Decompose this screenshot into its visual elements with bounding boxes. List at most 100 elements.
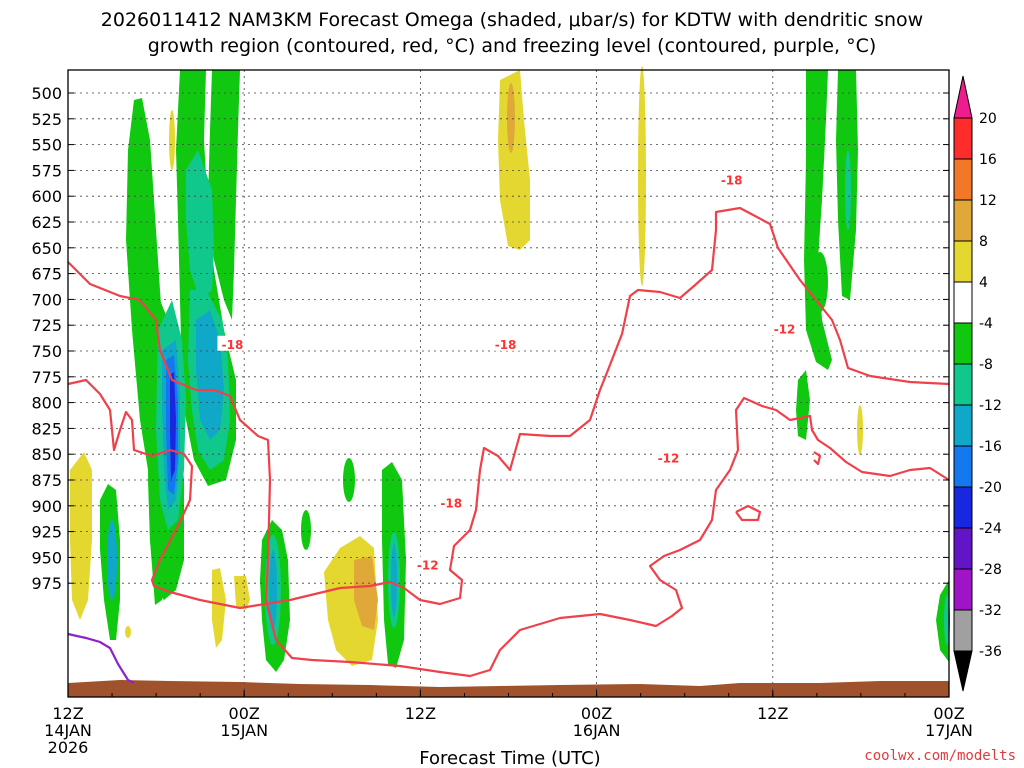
omega-area bbox=[354, 556, 378, 630]
omega-area bbox=[125, 626, 131, 638]
omega-area bbox=[169, 110, 175, 170]
colorbar-level-label: -16 bbox=[979, 439, 1002, 455]
colorbar-level-label: -20 bbox=[979, 480, 1002, 496]
y-tick-label: 625 bbox=[31, 213, 62, 232]
isotherm-contour-red bbox=[67, 261, 950, 678]
colorbar-level-label: -8 bbox=[979, 357, 993, 373]
omega-area bbox=[391, 544, 397, 616]
omega-area bbox=[208, 70, 240, 320]
omega-area bbox=[498, 70, 530, 250]
freezing-level-contour bbox=[67, 632, 135, 684]
omega-area bbox=[234, 576, 250, 610]
omega-area bbox=[212, 568, 226, 648]
isotherm-label-bg bbox=[217, 335, 248, 351]
x-tick-date: 15JAN bbox=[220, 721, 268, 740]
y-tick-label: 575 bbox=[31, 161, 62, 180]
isotherm-label: -12 bbox=[417, 559, 439, 573]
colorbar-segment bbox=[953, 281, 973, 324]
x-tick-time: 00Z bbox=[581, 704, 612, 723]
isotherm-label-bg bbox=[490, 335, 521, 351]
colorbar-level-label: 8 bbox=[979, 234, 988, 250]
terrain-ground bbox=[68, 680, 949, 697]
x-tick-year: 2026 bbox=[48, 738, 89, 757]
colorbar-level-label: 16 bbox=[979, 152, 997, 168]
colorbar-level-label: 20 bbox=[979, 111, 997, 127]
isotherm-label-bg bbox=[436, 494, 467, 510]
pressure-axis: 500 525 550 575 600 625 650 675 700 725 750 775 800 8… bbox=[31, 84, 949, 593]
y-tick-label: 725 bbox=[31, 316, 62, 335]
isotherm-label: -18 bbox=[721, 174, 743, 188]
x-tick-date: 14JAN bbox=[44, 721, 92, 740]
x-tick-date: 16JAN bbox=[573, 721, 621, 740]
omega-area bbox=[796, 370, 810, 440]
colorbar-level-label: -36 bbox=[979, 644, 1002, 660]
isotherm-label: -12 bbox=[774, 322, 796, 336]
x-tick-date: 17JAN bbox=[925, 721, 973, 740]
y-tick-label: 525 bbox=[31, 110, 62, 129]
isotherm-labels: -18 -18 -18 -18 -12 -12 -12 bbox=[217, 171, 800, 573]
omega-area bbox=[812, 252, 828, 312]
colorbar-segment bbox=[953, 527, 973, 570]
x-tick-time: 00Z bbox=[933, 704, 964, 723]
isotherm-label-bg bbox=[769, 320, 800, 336]
colorbar-level-label: 12 bbox=[979, 193, 997, 209]
y-tick-label: 775 bbox=[31, 368, 62, 387]
credit-text: coolwx.com/modelts bbox=[864, 748, 1016, 764]
isotherm-label: -18 bbox=[222, 338, 244, 352]
x-tick-time: 12Z bbox=[757, 704, 788, 723]
omega-area bbox=[507, 83, 515, 153]
colorbar-level-label: -4 bbox=[979, 316, 993, 332]
colorbar-segment bbox=[953, 322, 973, 365]
colorbar-segment bbox=[953, 240, 973, 283]
colorbar-bottom-arrow bbox=[953, 650, 973, 692]
colorbar-segment bbox=[953, 158, 973, 201]
y-tick-label: 600 bbox=[31, 187, 62, 206]
y-tick-label: 800 bbox=[31, 394, 62, 413]
y-tick-label: 650 bbox=[31, 239, 62, 258]
x-tick-time: 12Z bbox=[52, 704, 83, 723]
omega-area bbox=[638, 66, 646, 286]
colorbar-level-label: -24 bbox=[979, 521, 1002, 537]
isotherm-label-bg bbox=[412, 556, 443, 572]
isotherm-contour-red bbox=[813, 451, 822, 466]
colorbar-segment bbox=[953, 445, 973, 488]
colorbar-segment bbox=[953, 568, 973, 611]
colorbar-segment bbox=[953, 199, 973, 242]
colorbar-segment bbox=[953, 486, 973, 529]
x-tick-time: 12Z bbox=[405, 704, 436, 723]
y-tick-label: 950 bbox=[31, 548, 62, 567]
omega-area bbox=[269, 550, 277, 630]
y-tick-label: 875 bbox=[31, 471, 62, 490]
colorbar-level-label: -28 bbox=[979, 562, 1002, 578]
y-tick-label: 675 bbox=[31, 265, 62, 284]
colorbar-level-label: 4 bbox=[979, 275, 988, 291]
colorbar: 20 16 12 8 4 -4 -8 -12 -16 -20 -24 -28 -32 -36 bbox=[953, 75, 1002, 692]
isotherm-label: -18 bbox=[495, 338, 517, 352]
y-tick-label: 500 bbox=[31, 84, 62, 103]
omega-area bbox=[186, 150, 214, 300]
omega-area bbox=[170, 372, 176, 480]
omega-area bbox=[857, 405, 863, 455]
omega-area bbox=[70, 452, 92, 620]
x-axis-label: Forecast Time (UTC) bbox=[419, 748, 600, 768]
y-tick-label: 550 bbox=[31, 136, 62, 155]
terrain-ground-fill bbox=[68, 680, 949, 697]
isotherm-contour-red bbox=[735, 504, 762, 522]
omega-area bbox=[343, 458, 355, 502]
colorbar-segment bbox=[953, 117, 973, 160]
chart-title-line-2: growth region (contoured, red, °C) and f… bbox=[148, 35, 877, 57]
omega-area bbox=[301, 510, 311, 550]
y-tick-label: 825 bbox=[31, 419, 62, 438]
omega-area bbox=[845, 150, 851, 230]
isotherm-label: -12 bbox=[658, 451, 680, 465]
grid-lines bbox=[68, 70, 949, 697]
isotherm-contour-red bbox=[67, 206, 950, 610]
y-tick-label: 900 bbox=[31, 497, 62, 516]
omega-shading bbox=[70, 66, 950, 672]
colorbar-level-label: -12 bbox=[979, 398, 1002, 414]
isotherm-label-bg bbox=[716, 171, 747, 187]
x-tick-time: 00Z bbox=[229, 704, 260, 723]
y-tick-label: 975 bbox=[31, 574, 62, 593]
